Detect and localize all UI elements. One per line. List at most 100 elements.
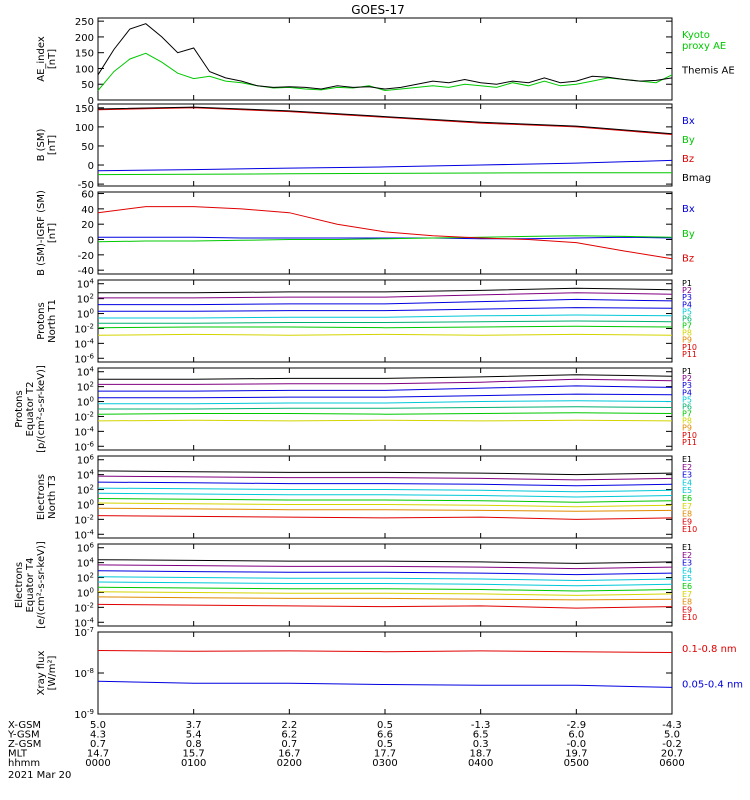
y-tick-label: 50	[81, 142, 94, 153]
footer-value: 3.7	[186, 720, 202, 731]
legend-entry: Bz	[682, 254, 694, 265]
y-tick-label: 50	[81, 80, 94, 91]
series-line-bz	[97, 206, 673, 260]
plot-title: GOES-17	[351, 3, 405, 17]
footer-value: 2.2	[281, 720, 297, 731]
legend: Kyoto proxy AE Themis AE	[681, 30, 735, 77]
legend-entry: P1	[682, 367, 692, 376]
footer-value: 0.5	[377, 720, 393, 731]
panel-frame	[97, 543, 673, 627]
footer-row-label: MLT	[8, 749, 28, 760]
y-tick-label: 10-8	[74, 667, 94, 680]
y-axis-label: ElectronsNorth T3	[36, 474, 58, 520]
footer-value: 15.7	[183, 749, 205, 760]
footer-value: 0300	[372, 758, 397, 769]
y-tick-label: 150	[75, 49, 94, 60]
legend-entry: E9	[682, 517, 692, 526]
series-line-e9	[97, 603, 673, 609]
y-tick-label: 104	[77, 469, 95, 482]
y-axis-label: Xray flux[W/m²]	[36, 651, 58, 696]
legend-entry: E6	[682, 582, 692, 591]
legend-entry: P4	[682, 388, 692, 397]
footer-value: 0.7	[90, 739, 106, 750]
footer-value: 19.7	[565, 749, 587, 760]
series-line-e2	[97, 475, 673, 481]
y-tick-label: 0	[88, 96, 94, 107]
series-line-e1	[97, 470, 673, 476]
footer-value: 17.7	[374, 749, 396, 760]
y-axis-label: ElectronsEquator T4[e/(cm²-s-sr-keV)]	[14, 541, 47, 629]
series-line-e3	[97, 570, 673, 576]
y-tick-label: 106	[77, 454, 95, 467]
legend-entry: P10	[682, 343, 697, 352]
series-line-p8	[97, 333, 673, 336]
legend-entry: P8	[682, 417, 692, 426]
series-line-bz	[97, 107, 673, 135]
footer-value: -1.3	[471, 720, 491, 731]
legend-entry: P9	[682, 336, 692, 345]
footer-value: -4.3	[662, 720, 682, 731]
panel-frame	[97, 631, 673, 715]
series-line-p6	[98, 320, 673, 324]
footer-value: 5.0	[664, 730, 680, 741]
series-line-p2	[98, 292, 673, 299]
legend-entry: E8	[682, 598, 692, 607]
legend-entry: E4	[682, 566, 692, 575]
legend-entry: E2	[682, 551, 692, 560]
date-label: 2021 Mar 20	[8, 770, 71, 781]
series-line-p7	[97, 325, 673, 329]
y-tick-label: 10-2	[74, 322, 94, 335]
legend-entry: Kyoto proxy AE	[682, 30, 726, 52]
legend-entry: E1	[682, 455, 692, 464]
series-line-p1	[98, 287, 673, 294]
legend-entry: P11	[682, 438, 697, 447]
panel-frame	[97, 191, 673, 275]
y-tick-label: 100	[75, 64, 94, 75]
y-tick-label: 100	[77, 308, 94, 321]
y-tick-label: 0	[88, 161, 94, 172]
y-tick-label: 10-4	[74, 616, 94, 629]
footer-value: 0.5	[377, 739, 393, 750]
y-tick-label: 250	[75, 17, 94, 28]
series-line-themis-ae	[97, 23, 673, 90]
y-tick-label: 102	[77, 484, 94, 497]
footer-value: 0000	[85, 758, 110, 769]
panel-8: 10-9 10-8 10-7 Xray flux[W/m²] 0.1-0.8 nm 0.0…	[36, 626, 743, 721]
series-line-e8	[97, 596, 673, 601]
series-line-e6	[97, 586, 673, 592]
y-tick-label: 150	[75, 104, 94, 115]
y-tick-label: 100	[77, 396, 94, 409]
footer-value: -0.0	[567, 739, 587, 750]
legend-entry: E8	[682, 510, 692, 519]
y-axis-label: B (SM)-IGRF (SM)[nT]	[36, 190, 58, 276]
footer-value: 5.4	[186, 730, 202, 741]
y-tick-label: 10-4	[74, 425, 94, 438]
footer-row-label: X-GSM	[8, 720, 41, 731]
series-line-e1	[97, 559, 673, 564]
footer-value: 6.0	[568, 730, 584, 741]
legend-entry: P5	[682, 307, 692, 316]
legend-entry: E3	[682, 559, 692, 568]
y-tick-label: 100	[77, 498, 94, 511]
footer-value: 16.7	[278, 749, 300, 760]
y-tick-label: 10-2	[74, 601, 94, 614]
y-tick-label: 10-4	[74, 337, 94, 350]
y-tick-label: 104	[77, 278, 95, 291]
y-tick-label: 102	[77, 293, 94, 306]
legend-entry: P6	[682, 314, 692, 323]
footer-value: -2.9	[567, 720, 587, 731]
footer-value: 0100	[181, 758, 206, 769]
panel-frame	[97, 17, 673, 101]
y-tick-label: 10-6	[74, 352, 94, 365]
series-line-e9	[97, 515, 673, 520]
y-tick-label: -50	[78, 180, 94, 191]
y-tick-label: 10-4	[74, 528, 94, 541]
y-tick-label: 40	[81, 205, 94, 216]
